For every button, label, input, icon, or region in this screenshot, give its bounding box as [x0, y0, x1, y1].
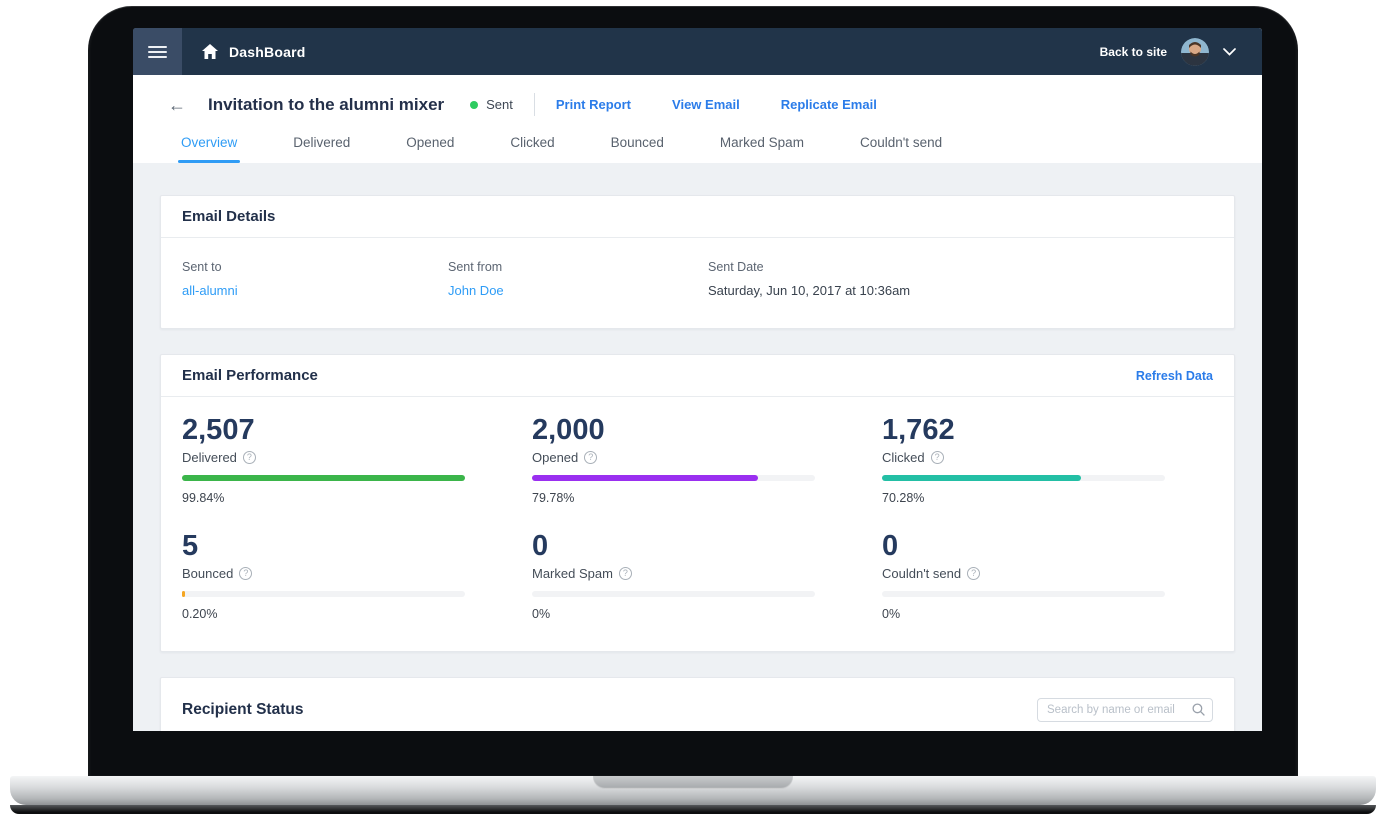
metric-marked-spam: 0 Marked Spam? 0% — [532, 529, 815, 621]
refresh-data-link[interactable]: Refresh Data — [1135, 368, 1213, 383]
progress-bar — [532, 474, 815, 481]
divider — [533, 93, 535, 116]
avatar[interactable] — [1181, 37, 1209, 66]
help-icon[interactable]: ? — [584, 450, 598, 464]
sent-to-value[interactable]: all-alumni — [182, 283, 238, 298]
laptop-bezel: DashBoard Back to site — [88, 6, 1298, 776]
search-icon[interactable] — [1192, 703, 1205, 716]
metric-percent: 79.78% — [532, 490, 575, 505]
back-arrow-icon[interactable]: ← — [168, 94, 186, 115]
app-title: DashBoard — [229, 43, 306, 60]
metric-percent: 0.20% — [182, 606, 218, 621]
metric-label: Couldn't send — [882, 565, 962, 581]
content-area: Email Details Sent to all-alumni Sent fr… — [133, 163, 1262, 731]
laptop-base-shadow — [10, 805, 1376, 814]
page-title: Invitation to the alumni mixer — [208, 94, 445, 114]
email-details-title: Email Details — [182, 208, 276, 225]
sent-to-field: Sent to all-alumni — [182, 260, 448, 298]
tab-bounced[interactable]: Bounced — [610, 135, 664, 150]
metric-label: Delivered — [182, 449, 237, 465]
tab-clicked[interactable]: Clicked — [510, 135, 555, 150]
metric-label: Marked Spam — [532, 565, 613, 581]
tab-overview[interactable]: Overview — [177, 134, 241, 163]
tab-marked-spam[interactable]: Marked Spam — [719, 135, 804, 150]
print-report-link[interactable]: Print Report — [555, 97, 632, 112]
metric-couldnt-send: 0 Couldn't send? 0% — [882, 529, 1165, 621]
tab-couldnt-send[interactable]: Couldn't send — [859, 135, 943, 150]
sent-from-field: Sent from John Doe — [448, 260, 708, 298]
help-icon[interactable]: ? — [239, 566, 253, 580]
metric-label: Opened — [532, 449, 579, 465]
status-dot — [470, 100, 479, 109]
sent-from-value[interactable]: John Doe — [448, 283, 504, 298]
home-icon[interactable] — [202, 44, 218, 59]
menu-button[interactable] — [133, 28, 182, 75]
progress-bar — [182, 590, 465, 597]
metric-percent: 0% — [532, 606, 551, 621]
view-email-link[interactable]: View Email — [672, 97, 740, 112]
metric-percent: 70.28% — [882, 490, 925, 505]
help-icon[interactable]: ? — [930, 450, 944, 464]
tab-bar: Overview Delivered Opened Clicked Bounce… — [133, 134, 1262, 163]
page-header: ← Invitation to the alumni mixer Sent Pr… — [133, 75, 1262, 134]
metric-label: Clicked — [882, 449, 925, 465]
metric-value: 0 — [882, 529, 899, 562]
email-performance-card: Email Performance Refresh Data 2,507 Del… — [160, 354, 1235, 652]
metric-value: 5 — [182, 529, 199, 562]
help-icon[interactable]: ? — [967, 566, 981, 580]
progress-bar — [532, 590, 815, 597]
status-badge: Sent — [486, 97, 513, 112]
email-performance-title: Email Performance — [182, 367, 318, 384]
recipient-status-card: Recipient Status — [160, 676, 1235, 731]
laptop-notch — [593, 776, 793, 789]
help-icon[interactable]: ? — [618, 566, 632, 580]
metric-value: 2,000 — [532, 414, 605, 446]
recipient-status-title: Recipient Status — [182, 700, 304, 718]
sent-date-value: Saturday, Jun 10, 2017 at 10:36am — [708, 283, 911, 298]
metric-percent: 0% — [882, 606, 901, 621]
metric-delivered: 2,507 Delivered? 99.84% — [182, 414, 465, 505]
metric-value: 0 — [532, 529, 549, 562]
email-details-card: Email Details Sent to all-alumni Sent fr… — [160, 195, 1235, 329]
progress-bar — [882, 590, 1165, 597]
laptop-base — [10, 776, 1376, 805]
back-to-site-link[interactable]: Back to site — [1099, 44, 1167, 59]
metric-clicked: 1,762 Clicked? 70.28% — [882, 414, 1165, 505]
metrics-grid: 2,507 Delivered? 99.84% 2,000 Opened? 79… — [161, 397, 1234, 651]
metric-bounced: 5 Bounced? 0.20% — [182, 529, 465, 621]
progress-bar — [882, 474, 1165, 481]
sent-date-label: Sent Date — [708, 260, 764, 274]
sent-from-label: Sent from — [448, 260, 503, 274]
tab-delivered[interactable]: Delivered — [293, 135, 351, 150]
metric-value: 1,762 — [882, 414, 955, 446]
help-icon[interactable]: ? — [242, 450, 256, 464]
recipient-search — [1037, 697, 1213, 722]
screen: DashBoard Back to site — [133, 28, 1262, 731]
sent-to-label: Sent to — [182, 260, 222, 274]
search-input[interactable] — [1047, 703, 1192, 716]
chevron-down-icon[interactable] — [1223, 47, 1236, 56]
metric-label: Bounced — [182, 565, 234, 581]
progress-bar — [182, 474, 465, 481]
metric-opened: 2,000 Opened? 79.78% — [532, 414, 815, 505]
top-navbar: DashBoard Back to site — [133, 28, 1262, 75]
metric-value: 2,507 — [182, 414, 255, 446]
replicate-email-link[interactable]: Replicate Email — [780, 97, 877, 112]
tab-opened[interactable]: Opened — [406, 135, 455, 150]
sent-date-field: Sent Date Saturday, Jun 10, 2017 at 10:3… — [708, 260, 974, 298]
metric-percent: 99.84% — [182, 490, 225, 505]
